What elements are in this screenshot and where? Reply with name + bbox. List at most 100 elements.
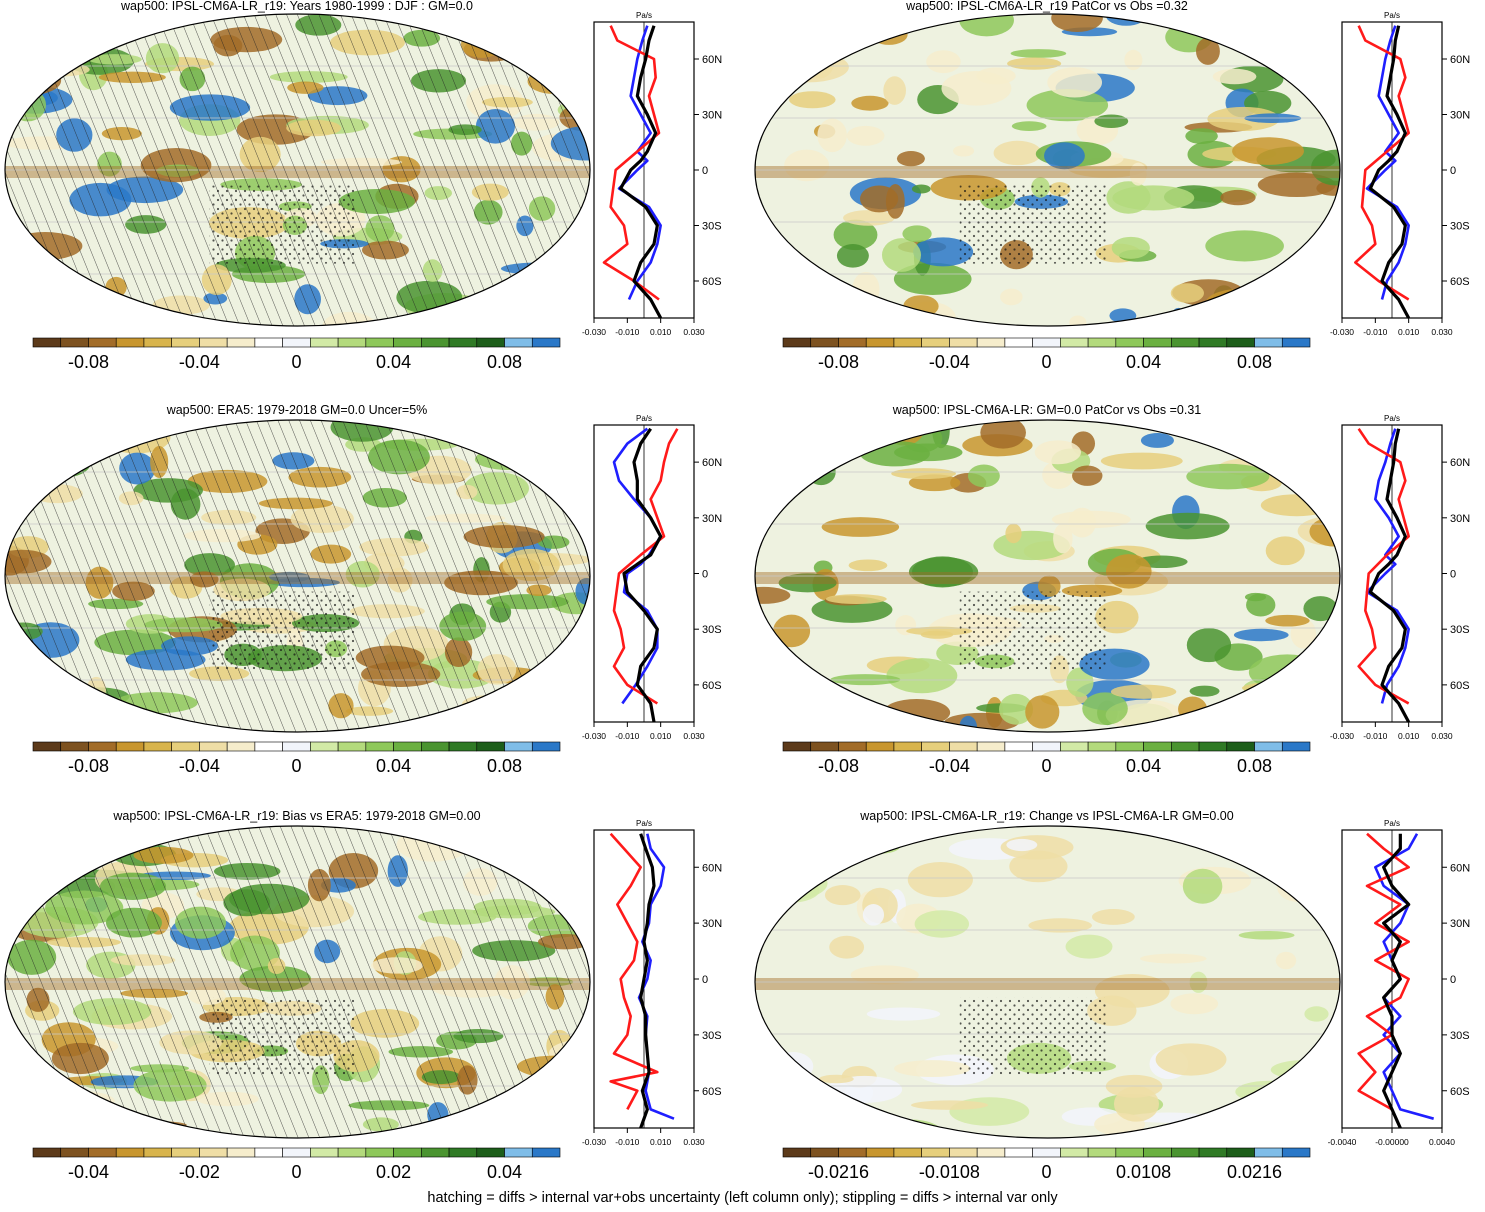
- colorbar-swatch: [1060, 1147, 1089, 1158]
- map-field: [755, 14, 1340, 326]
- zonal-y-tick-label: 0: [1450, 974, 1456, 986]
- colorbar-swatch: [1171, 1147, 1200, 1158]
- field-blob: [22, 430, 102, 447]
- zonal-y-tick-label: 60S: [702, 1086, 722, 1098]
- field-blob: [1193, 420, 1265, 441]
- colorbar-tick-label: 0: [291, 352, 301, 372]
- field-blob: [767, 51, 849, 83]
- colorbar-tick-label: -0.04: [68, 1162, 109, 1182]
- field-blob: [881, 238, 922, 272]
- field-blob: [1277, 872, 1321, 903]
- field-blob: [1065, 934, 1113, 959]
- field-blob: [866, 1007, 941, 1021]
- zonal-y-tick-label: 30S: [702, 221, 722, 233]
- field-blob: [906, 626, 973, 636]
- zonal-y-tick-label: 30S: [1450, 221, 1470, 233]
- zonal-x-tick-label: 0.010: [650, 731, 672, 741]
- zonal-x-tick-label: -0.010: [615, 327, 639, 337]
- colorbar-swatch: [476, 741, 505, 752]
- field-blob: [1028, 918, 1092, 933]
- hatching: [5, 14, 590, 326]
- colorbar-swatch: [254, 741, 283, 752]
- colorbar-swatch: [143, 1147, 172, 1158]
- field-blob: [472, 697, 526, 715]
- zonal-y-tick-label: 30N: [702, 918, 722, 930]
- field-blob: [1011, 121, 1047, 131]
- zonal-series-red: [609, 832, 659, 1110]
- field-blob: [1284, 299, 1312, 326]
- map-field: [755, 420, 1340, 732]
- zonal-mean-plot: Pa/s 60N 30N 0 30S 60S -0.030 -0.010 0.010 0.030: [582, 414, 722, 741]
- field-blob: [506, 14, 551, 21]
- field-blob: [458, 826, 503, 847]
- colorbar-tick-label: 0.02: [376, 1162, 411, 1182]
- stippling: [959, 591, 1106, 670]
- itcz-band: [755, 166, 1340, 178]
- colorbar-swatch: [976, 337, 1006, 348]
- map-outline: [754, 825, 1341, 1139]
- colorbar-swatch: [365, 1147, 394, 1158]
- zonal-x-tick-label: 0.030: [683, 327, 705, 337]
- zonal-y-tick-label: 30N: [1450, 513, 1470, 525]
- colorbar-swatch: [1171, 337, 1200, 348]
- colorbar-swatch: [1143, 1147, 1172, 1158]
- colorbar-tick-label: 0: [291, 1162, 301, 1182]
- field-blob: [878, 1119, 944, 1138]
- colorbar-swatch: [1198, 1147, 1228, 1158]
- zonal-y-tick-label: 60N: [702, 457, 722, 469]
- zonal-x-tick-label: -0.030: [582, 327, 606, 337]
- field-blob: [755, 1050, 787, 1062]
- zonal-x-tick-label: 0.010: [650, 1137, 672, 1147]
- colorbar-swatch: [810, 741, 839, 752]
- map-outline: [754, 13, 1341, 327]
- field-blob: [542, 832, 590, 864]
- colorbar-swatch: [1254, 1147, 1283, 1158]
- map-field: [5, 826, 590, 1138]
- colorbar-swatch: [1032, 1147, 1061, 1158]
- colorbar-swatch: [448, 741, 478, 752]
- field-blob: [1169, 307, 1187, 326]
- field-blob: [1246, 593, 1276, 617]
- zonal-y-tick-label: 30N: [1450, 110, 1470, 122]
- colorbar-tick-label: -0.08: [68, 756, 109, 776]
- colorbar-swatch: [60, 741, 89, 752]
- field-blob: [12, 23, 66, 59]
- zonal-x-tick-label: 0.0040: [1429, 1137, 1455, 1147]
- field-blob: [1189, 685, 1220, 697]
- colorbar-swatch: [921, 1147, 950, 1158]
- field-blob: [993, 140, 1042, 166]
- colorbar-swatch: [1087, 337, 1117, 348]
- colorbar-swatch: [1004, 1147, 1033, 1158]
- field-blob: [775, 287, 817, 323]
- zonal-y-tick-label: 30N: [702, 513, 722, 525]
- zonal-series-blue: [1365, 428, 1410, 704]
- field-blob: [503, 716, 563, 732]
- field-blob: [902, 225, 932, 243]
- zonal-mean-plot: Pa/s 60N 30N 0 30S 60S -0.030 -0.010 0.010 0.030: [582, 11, 722, 337]
- field-blob: [5, 237, 31, 265]
- field-blob: [478, 697, 546, 715]
- field-blob: [15, 424, 43, 456]
- field-blob: [1302, 856, 1340, 883]
- field-blob: [58, 22, 92, 49]
- field-blob: [26, 420, 103, 437]
- field-blob: [7, 714, 90, 731]
- colorbar-swatch: [171, 337, 200, 348]
- colorbar-swatch: [88, 741, 117, 752]
- field-blob: [1254, 446, 1306, 471]
- zonal-mean-plot: Pa/s 60N 30N 0 30S 60S -0.030 -0.010 0.010 0.030: [1330, 11, 1470, 337]
- zonal-x-tick-label: 0.010: [650, 327, 672, 337]
- colorbar-swatch: [88, 337, 117, 348]
- field-blob: [790, 279, 812, 292]
- field-blob: [1007, 57, 1062, 70]
- field-blob: [24, 826, 67, 838]
- colorbar-swatch: [1198, 741, 1228, 752]
- zonal-series-blue: [612, 427, 662, 705]
- colorbar-swatch: [1198, 337, 1228, 348]
- field-blob: [1095, 600, 1139, 634]
- colorbar-tick-label: -0.04: [179, 756, 220, 776]
- field-blob: [820, 282, 857, 316]
- field-blob: [1186, 463, 1270, 490]
- field-blob: [493, 14, 554, 24]
- map-field: [5, 14, 590, 326]
